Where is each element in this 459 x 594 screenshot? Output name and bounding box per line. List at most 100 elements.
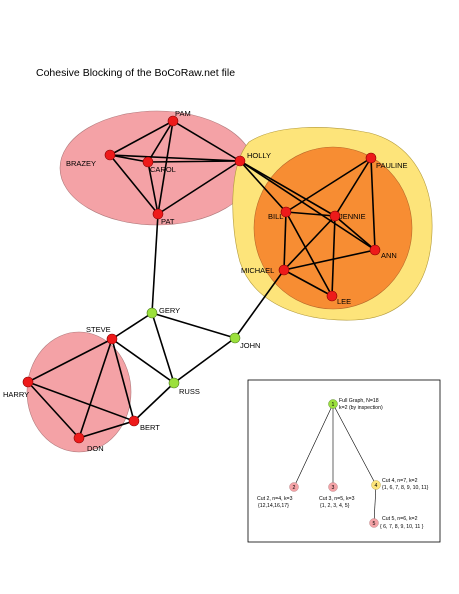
- label-carol: CAROL: [150, 165, 176, 174]
- node-bert: [128, 415, 140, 427]
- tree-root-label: Full Graph, N=18: [339, 398, 379, 404]
- tree-node-1: [328, 399, 338, 409]
- node-bill: [280, 206, 292, 218]
- cut2-members: {12,14,16,17}: [258, 503, 289, 509]
- edge: [285, 211, 336, 217]
- cut2-label: Cut 2, n=4, k=3: [257, 496, 293, 502]
- edge: [111, 338, 175, 384]
- node-pat: [152, 208, 164, 220]
- edge: [334, 215, 376, 251]
- edge: [283, 215, 336, 271]
- tree-edge: [332, 403, 377, 486]
- label-don: DON: [87, 444, 104, 453]
- node-john: [229, 332, 241, 344]
- node-brazey: [104, 149, 116, 161]
- edge: [109, 154, 241, 162]
- tree-node-3-number: 3: [332, 485, 335, 491]
- label-pam: PAM: [175, 109, 191, 118]
- label-bert: BERT: [140, 423, 160, 432]
- label-harry: HARRY: [3, 390, 29, 399]
- edge: [111, 312, 153, 340]
- node-labels: PAM BRAZEY CAROL HOLLY PAT PAULINE BILL …: [3, 109, 408, 453]
- edge: [283, 211, 287, 271]
- node-harry: [22, 376, 34, 388]
- edge: [78, 338, 113, 439]
- edge: [370, 157, 376, 251]
- edge: [331, 215, 336, 297]
- tree-node-5: [369, 518, 379, 528]
- edge: [285, 157, 372, 213]
- label-russ: RUSS: [179, 387, 200, 396]
- tree-node-4-number: 4: [375, 483, 378, 489]
- tree-node-1-number: 1: [332, 402, 335, 408]
- tree-node-2-number: 2: [293, 485, 296, 491]
- node-pauline: [365, 152, 377, 164]
- nodes: [22, 115, 381, 444]
- cut3-members: {1, 2, 3, 4, 5}: [320, 503, 350, 509]
- node-michael: [278, 264, 290, 276]
- edge: [109, 120, 174, 156]
- label-pauline: PAULINE: [376, 161, 408, 170]
- node-ann: [369, 244, 381, 256]
- node-don: [73, 432, 85, 444]
- tree-edge: [293, 403, 334, 488]
- label-jennie: JENNIE: [339, 212, 366, 221]
- edge: [111, 338, 135, 422]
- cut5-label: Cut 5, n=6, k=2: [382, 516, 418, 522]
- edge: [285, 211, 333, 297]
- edge: [151, 312, 175, 384]
- edge: [147, 161, 159, 215]
- node-lee: [326, 290, 338, 302]
- cut3-label: Cut 3, n=5, k=3: [319, 496, 355, 502]
- edge: [147, 120, 174, 163]
- edge: [239, 160, 336, 217]
- label-holly: HOLLY: [247, 151, 271, 160]
- edge: [147, 160, 241, 163]
- node-steve: [106, 333, 118, 345]
- edge: [283, 249, 376, 271]
- tree-node-5-number: 5: [373, 521, 376, 527]
- edge: [283, 269, 333, 297]
- diagram-title: Cohesive Blocking of the BoCoRaw.net fil…: [36, 67, 235, 79]
- tree-node-3: [328, 482, 338, 492]
- node-jennie: [329, 210, 341, 222]
- label-bill: BILL: [268, 212, 283, 221]
- edge: [27, 381, 135, 422]
- edge: [133, 382, 175, 422]
- label-john: JOHN: [240, 341, 260, 350]
- label-gery: GERY: [159, 306, 180, 315]
- edge: [157, 120, 174, 215]
- label-pat: PAT: [161, 217, 175, 226]
- edge: [78, 420, 135, 439]
- edge: [234, 269, 285, 339]
- node-gery: [146, 307, 158, 319]
- node-russ: [168, 377, 180, 389]
- cut4-label: Cut 4, n=7, k=2: [382, 478, 418, 484]
- cut4-members: {1, 6, 7, 8, 9, 10, 11}: [382, 485, 429, 491]
- tree-edge: [373, 484, 377, 524]
- edge: [151, 213, 159, 314]
- cut5-members: { 6, 7, 8, 9, 10, 11 }: [380, 524, 424, 530]
- label-michael: MICHAEL: [241, 266, 274, 275]
- edge: [334, 157, 372, 217]
- tree-root-k: k=2 (by inspection): [339, 405, 383, 411]
- edge: [157, 160, 241, 215]
- label-steve: STEVE: [86, 325, 111, 334]
- edge: [239, 160, 287, 213]
- node-carol: [142, 156, 154, 168]
- label-lee: LEE: [337, 297, 351, 306]
- edge: [151, 312, 236, 339]
- edge: [109, 154, 149, 163]
- tree-node-2: [289, 482, 299, 492]
- blocking-tree-inset: 1 2 3 4 5 Full Graph, N=18 k=2 (by inspe…: [247, 379, 441, 543]
- edge: [239, 160, 376, 251]
- label-brazey: BRAZEY: [66, 159, 96, 168]
- edge: [27, 338, 113, 383]
- node-pam: [167, 115, 179, 127]
- label-ann: ANN: [381, 251, 397, 260]
- edges: [27, 120, 376, 439]
- edge: [173, 337, 236, 384]
- edge: [27, 381, 80, 439]
- node-holly: [234, 155, 246, 167]
